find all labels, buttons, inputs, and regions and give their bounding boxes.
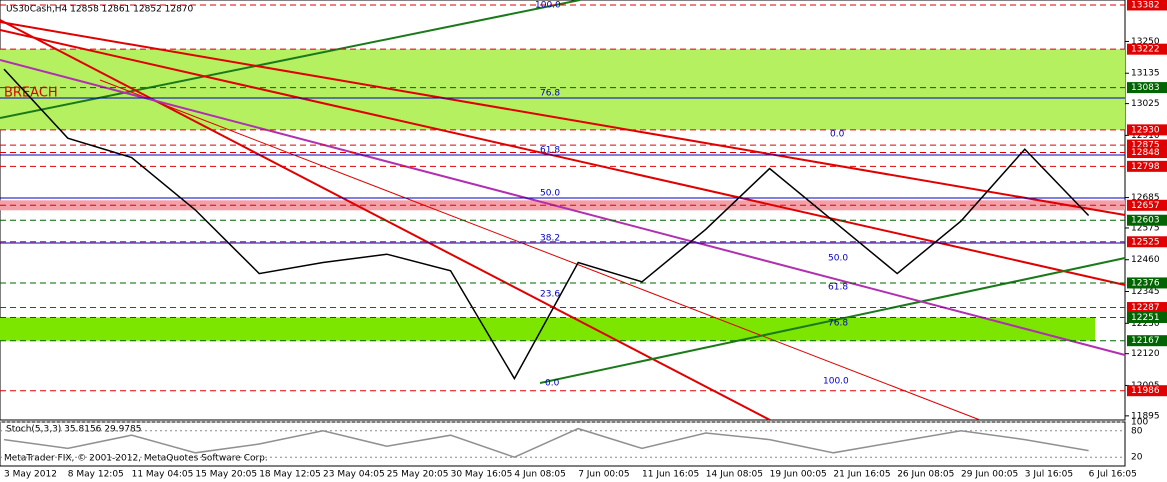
level-label: 12251: [1131, 313, 1160, 323]
x-tick-label: 7 Jun 00:05: [578, 470, 629, 480]
level-box: [1127, 302, 1167, 314]
fib-label: 76.8: [828, 319, 848, 329]
trend-line: [539, 257, 1126, 384]
y-tick-label: 80: [1131, 426, 1143, 436]
x-tick-label: 26 Jun 08:05: [897, 470, 954, 480]
level-box: [1127, 82, 1167, 94]
level-box: [1127, 160, 1167, 172]
level-label: 12657: [1131, 201, 1160, 211]
x-tick-label: 23 May 04:05: [323, 470, 385, 480]
fib-label: 100.0: [823, 377, 849, 387]
x-tick-label: 3 May 2012: [4, 470, 57, 480]
level-label: 12875: [1131, 141, 1160, 151]
y-tick-label: 12685: [1131, 193, 1160, 203]
fib-label: 0.0: [545, 379, 560, 389]
fib-label: 100.0: [535, 1, 561, 11]
fib-label: 0.0: [830, 130, 845, 140]
fib-label: 50.0: [828, 254, 848, 264]
fib-label: 61.8: [540, 146, 560, 156]
x-tick-label: 14 Jun 08:05: [706, 470, 763, 480]
level-label: 13222: [1131, 45, 1160, 55]
level-label: 12167: [1131, 336, 1160, 346]
fib-label: 61.8: [828, 283, 848, 293]
level-box: [1127, 139, 1167, 151]
level-box: [1127, 0, 1167, 11]
stoch-frame: [0, 421, 1126, 467]
x-tick-label: 25 May 20:05: [387, 470, 449, 480]
level-box: [1127, 199, 1167, 211]
copyright: MetaTrader FIX, © 2001-2012, MetaQuotes …: [4, 454, 268, 464]
level-label: 12376: [1131, 278, 1160, 288]
level-label: 11986: [1131, 386, 1160, 396]
level-label: 12603: [1131, 216, 1160, 226]
x-tick-label: 3 Jul 16:05: [1025, 470, 1073, 480]
y-tick-label: 13025: [1131, 99, 1160, 109]
level-label: 12798: [1131, 162, 1160, 172]
level-label: 13382: [1131, 0, 1160, 10]
trend-line: [99, 79, 981, 421]
stoch-line: [3, 427, 1089, 459]
x-tick-label: 15 May 20:05: [195, 470, 257, 480]
level-label: 12930: [1131, 125, 1160, 135]
y-tick-label: 12575: [1131, 223, 1160, 233]
level-box: [1127, 311, 1167, 323]
x-tick-label: 19 Jun 00:05: [770, 470, 827, 480]
y-tick-label: 13135: [1131, 69, 1160, 79]
level-box: [1127, 335, 1167, 347]
level-label: 12525: [1131, 237, 1160, 247]
y-tick-label: 12230: [1131, 319, 1160, 329]
level-box: [1127, 147, 1167, 159]
x-tick-label: 8 May 12:05: [68, 470, 124, 480]
zone: [0, 317, 1095, 341]
level-label: 12287: [1131, 303, 1160, 313]
x-tick-label: 11 Jun 16:05: [642, 470, 699, 480]
y-tick-label: 11895: [1131, 411, 1160, 421]
chart-title: US30Cash,H4 12858 12861 12852 12870: [6, 5, 194, 15]
level-box: [1127, 277, 1167, 289]
level-box: [1127, 43, 1167, 55]
fib-label: 50.0: [540, 189, 560, 199]
x-tick-label: 21 Jun 16:05: [833, 470, 890, 480]
level-box: [1127, 236, 1167, 248]
fib-label: 38.2: [540, 234, 560, 244]
stoch-title: Stoch(5,3,3) 35.8156 29.9785: [6, 425, 141, 435]
fib-label: 76.8: [540, 89, 560, 99]
y-tick-label: 12120: [1131, 349, 1160, 359]
fib-label: 23.6: [540, 290, 560, 300]
x-tick-label: 11 May 04:05: [132, 470, 194, 480]
trend-line: [0, 59, 1126, 356]
x-tick-label: 18 May 12:05: [259, 470, 321, 480]
trend-line: [0, 21, 1126, 216]
y-tick-label: 13250: [1131, 37, 1160, 47]
price-line: [3, 68, 1090, 381]
x-tick-label: 30 May 16:05: [451, 470, 513, 480]
breach-label: BREACH: [4, 86, 58, 101]
level-label: 13083: [1131, 83, 1160, 93]
y-tick-label: 12345: [1131, 287, 1160, 297]
level-box: [1127, 214, 1167, 226]
x-tick-label: 4 Jun 08:05: [514, 470, 565, 480]
x-tick-label: 6 Jul 16:05: [1089, 470, 1137, 480]
level-box: [1127, 385, 1167, 397]
x-tick-label: 29 Jun 00:05: [961, 470, 1018, 480]
y-tick-label: 20: [1131, 453, 1143, 463]
y-tick-label: 100: [1131, 418, 1148, 428]
level-box: [1127, 124, 1167, 136]
level-label: 12848: [1131, 148, 1160, 158]
y-tick-label: 12460: [1131, 255, 1160, 265]
y-tick-label: 12910: [1131, 131, 1160, 141]
